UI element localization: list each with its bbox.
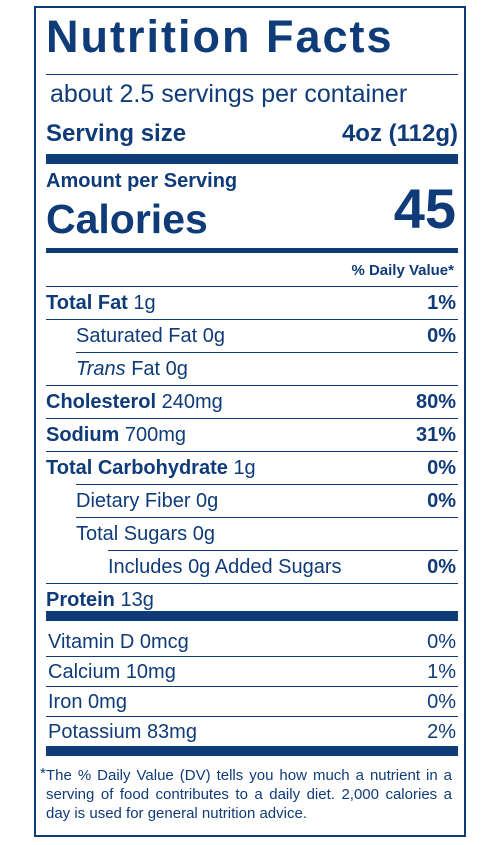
nutrient-row-total-sugars: Total Sugars 0g — [46, 518, 458, 550]
divider — [46, 686, 458, 687]
nutrient-dv: 80% — [415, 391, 456, 413]
divider — [46, 418, 458, 419]
footnote-text: The % Daily Value (DV) tells you how muc… — [46, 767, 452, 822]
nutrient-row-trans-fat: Trans Fat 0g — [46, 353, 458, 385]
divider — [46, 319, 458, 320]
nutrient-name: Includes — [108, 556, 183, 578]
thick-divider — [46, 746, 458, 756]
divider — [76, 484, 458, 485]
divider — [46, 385, 458, 386]
nutrient-amount: 1g — [233, 457, 256, 479]
nutrient-name: Trans — [76, 358, 126, 380]
nutrient-dv: 1% — [427, 292, 456, 314]
nutrient-row-sodium: Sodium 700mg 31% — [46, 419, 458, 451]
divider — [46, 656, 458, 657]
nutrient-amount: 0g — [202, 325, 225, 347]
nutrient-row-cholesterol: Cholesterol 240mg 80% — [46, 386, 458, 418]
vitamin-amount: 0mcg — [139, 631, 189, 653]
nutrition-facts-label: Nutrition Facts about 2.5 servings per c… — [34, 6, 466, 837]
serving-size-value: 4oz (112g) — [341, 120, 458, 147]
divider — [108, 550, 458, 551]
serving-size-row: Serving size 4oz (112g) — [46, 120, 458, 148]
nutrient-amount: 0g — [192, 523, 215, 545]
thick-divider — [46, 611, 458, 621]
label-title: Nutrition Facts — [46, 11, 394, 62]
nutrient-amount: 1g — [133, 292, 156, 314]
vitamin-name: Vitamin D — [48, 631, 135, 653]
nutrient-amount: 240mg — [161, 391, 223, 413]
vitamin-amount: 10mg — [125, 661, 176, 683]
nutrient-name: Cholesterol — [46, 391, 157, 413]
nutrient-name-suffix: Fat — [131, 358, 161, 380]
nutrient-row-protein: Protein 13g — [46, 584, 458, 616]
vitamin-dv: 1% — [427, 661, 456, 683]
vitamin-amount: 0mg — [88, 691, 127, 713]
divider — [76, 517, 458, 518]
nutrient-row-dietary-fiber: Dietary Fiber 0g 0% — [46, 485, 458, 517]
serving-size-label: Serving size — [46, 120, 187, 147]
footnote-asterisk: * — [40, 765, 46, 782]
nutrient-name: Total Sugars — [76, 523, 188, 545]
vitamin-row-calcium: Calcium 10mg 1% — [46, 656, 458, 688]
nutrient-name: Total Carbohydrate — [46, 457, 228, 479]
medium-divider — [46, 248, 458, 253]
nutrient-amount: 0g — [196, 490, 219, 512]
nutrient-name: Total Fat — [46, 292, 128, 314]
vitamin-dv: 0% — [427, 631, 456, 653]
vitamin-row-vitamin-d: Vitamin D 0mcg 0% — [46, 626, 458, 658]
nutrient-name: Dietary Fiber — [76, 490, 191, 512]
divider — [46, 716, 458, 717]
vitamin-dv: 0% — [427, 691, 456, 713]
calories-value: 45 — [393, 177, 456, 240]
nutrient-name-suffix: Added Sugars — [214, 556, 342, 578]
nutrient-row-saturated-fat: Saturated Fat 0g 0% — [46, 320, 458, 352]
divider — [46, 451, 458, 452]
servings-per-container: about 2.5 servings per container — [50, 80, 408, 108]
vitamin-row-iron: Iron 0mg 0% — [46, 686, 458, 718]
divider — [46, 583, 458, 584]
nutrient-name: Protein — [46, 589, 115, 611]
nutrient-row-total-carbohydrate: Total Carbohydrate 1g 0% — [46, 452, 458, 484]
footnote: * The % Daily Value (DV) tells you how m… — [40, 765, 452, 823]
vitamin-name: Iron — [48, 691, 83, 713]
nutrient-amount: 700mg — [124, 424, 187, 446]
nutrient-row-total-fat: Total Fat 1g 1% — [46, 287, 458, 319]
calories-label: Calories — [46, 196, 208, 242]
nutrient-name: Saturated Fat — [76, 325, 198, 347]
nutrient-name: Sodium — [46, 424, 120, 446]
nutrient-row-added-sugars: Includes 0g Added Sugars 0% — [46, 551, 458, 583]
divider — [46, 74, 458, 75]
daily-value-header: % Daily Value* — [351, 262, 454, 279]
thick-divider — [46, 154, 458, 164]
nutrient-amount: 0g — [188, 556, 211, 578]
vitamin-name: Calcium — [48, 661, 121, 683]
nutrient-amount: 0g — [165, 358, 188, 380]
vitamin-amount: 83mg — [146, 721, 197, 743]
nutrient-amount: 13g — [120, 589, 154, 611]
nutrient-dv: 0% — [427, 490, 456, 512]
amount-per-serving: Amount per Serving — [46, 170, 238, 192]
nutrient-dv: 0% — [427, 556, 456, 578]
divider — [46, 286, 458, 287]
vitamin-name: Potassium — [48, 721, 142, 743]
vitamin-dv: 2% — [427, 721, 456, 743]
nutrient-dv: 0% — [427, 325, 456, 347]
vitamin-row-potassium: Potassium 83mg 2% — [46, 716, 458, 748]
nutrient-dv: 31% — [415, 424, 456, 446]
divider — [76, 352, 458, 353]
nutrient-dv: 0% — [427, 457, 456, 479]
